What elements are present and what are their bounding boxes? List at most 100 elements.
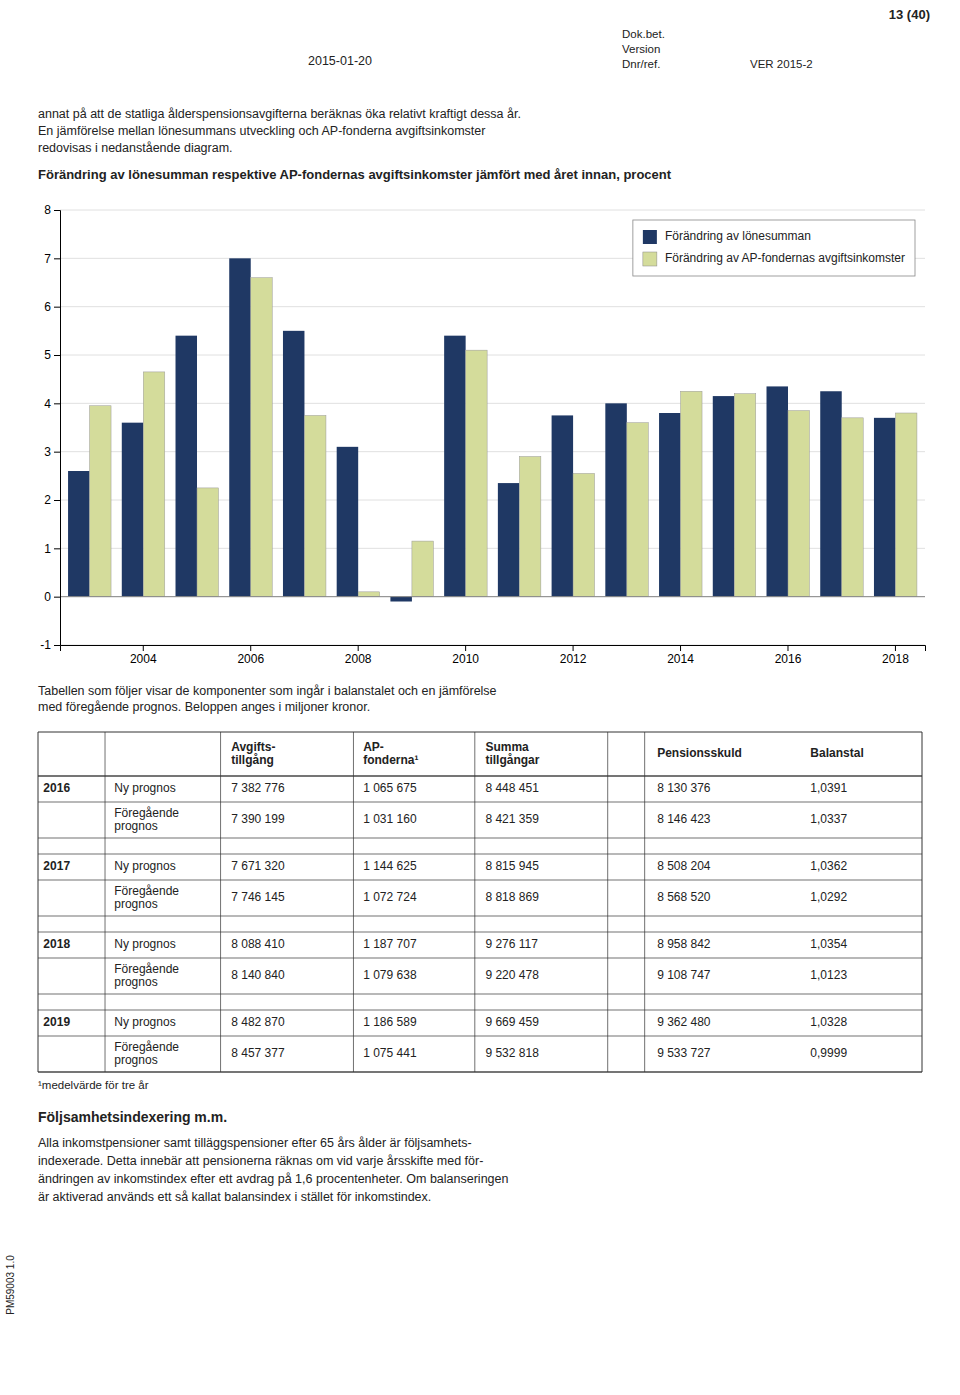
- table-rule: [474, 732, 475, 1072]
- table-cell: 9 220 478: [485, 968, 539, 982]
- table: Avgifts-tillgångAP-fonderna¹Summatillgån…: [38, 732, 922, 1072]
- table-row-label: Föregåendeprognos: [114, 884, 179, 911]
- tick: -1: [40, 638, 60, 652]
- table-rule: [38, 1010, 922, 1011]
- legend: Förändring av lönesumman Förändring av AP…: [633, 220, 915, 276]
- tick-mark: [143, 645, 144, 651]
- table-cell: 9 276 117: [485, 937, 538, 951]
- tick-mark: [54, 403, 60, 404]
- table-rule: [38, 802, 922, 803]
- tick: 5: [44, 348, 60, 362]
- tick-label: 2012: [560, 652, 587, 666]
- section-text: är aktiverad används ett så kallat balan…: [38, 1190, 431, 1204]
- tick-mark: [54, 597, 60, 598]
- tick-mark: [54, 210, 60, 211]
- table-cell: 8 958 842: [657, 937, 711, 951]
- table-row-label: Ny prognos: [114, 1015, 175, 1029]
- table-cell: 8 146 423: [657, 812, 711, 826]
- tick-label: 4: [44, 397, 51, 411]
- bar: [895, 413, 916, 597]
- table-rule: [38, 1072, 922, 1073]
- table-rule: [607, 732, 608, 1072]
- tick: 3: [44, 445, 60, 459]
- tick-mark: [787, 645, 788, 651]
- tick-mark: [54, 500, 60, 501]
- legend-swatch: [643, 252, 657, 266]
- table-row-label: Ny prognos: [114, 937, 175, 951]
- table-cell: 1 072 724: [363, 890, 417, 904]
- table-rule: [38, 732, 922, 733]
- grid-line: [60, 210, 925, 211]
- table-rule: [220, 732, 221, 1072]
- tick-label: 2: [44, 493, 51, 507]
- tick-mark: [54, 548, 60, 549]
- table-header: Avgifts-tillgång: [231, 740, 275, 767]
- axis-line: [61, 646, 926, 652]
- table-cell: 1 144 625: [363, 859, 417, 873]
- table-header: Pensionsskuld: [657, 746, 742, 760]
- sidebar-text: PM59003 1.0: [5, 1255, 16, 1315]
- tick-label: 1: [44, 542, 51, 556]
- table-cell: 1,0292: [810, 890, 847, 904]
- table-cell: 1,0123: [810, 968, 847, 982]
- y-axis: -1012345678: [40, 203, 60, 652]
- table-rule: [38, 880, 922, 881]
- table-cell: 8 457 377: [231, 1046, 285, 1060]
- tick-mark: [895, 645, 896, 651]
- grid-line: [60, 596, 925, 597]
- header-label: Version: [622, 43, 660, 55]
- bar: [143, 372, 164, 597]
- table-rule: [38, 1072, 922, 1073]
- tick-label: 2010: [452, 652, 479, 666]
- table-cell: 7 746 145: [231, 890, 285, 904]
- bar: [68, 471, 89, 597]
- tick-label: -1: [40, 638, 51, 652]
- tick: 2012: [560, 645, 587, 666]
- page: 2015-01-2013 (40)Dok.bet.VersionDnr/ref.…: [0, 0, 960, 1395]
- tick-label: 2014: [667, 652, 694, 666]
- axis-line: [54, 211, 61, 646]
- table-cell: 8 482 870: [231, 1015, 285, 1029]
- tick-mark: [358, 645, 359, 651]
- table-header: AP-fonderna¹: [363, 740, 418, 767]
- table-cell: 8 568 520: [657, 890, 711, 904]
- table-cell: 8 508 204: [657, 859, 711, 873]
- chart: -101234567820042006200820102012201420162…: [40, 203, 925, 665]
- tick-mark: [54, 355, 60, 356]
- bar: [842, 418, 863, 597]
- bar: [337, 447, 358, 597]
- table-cell: 0,9999: [810, 1046, 847, 1060]
- tick-mark: [54, 258, 60, 259]
- tick: 7: [44, 252, 60, 266]
- bar: [90, 406, 111, 597]
- footnote: ¹medelvärde för tre år: [38, 1079, 149, 1091]
- intro-text: redovisas i nedanstående diagram.: [38, 141, 233, 155]
- table-cell: 8 815 945: [485, 859, 539, 873]
- section-text: ändringen av inkomstindex efter ett avdr…: [38, 1172, 508, 1186]
- table-cell: 8 448 451: [485, 781, 539, 795]
- legend-box: [633, 220, 915, 276]
- table-cell: 8 421 359: [485, 812, 539, 826]
- legend-label: Förändring av AP-fondernas avgiftsinkoms…: [665, 251, 905, 265]
- tick-label: 7: [44, 252, 51, 266]
- bar: [122, 423, 143, 597]
- legend-item: Förändring av lönesumman: [643, 229, 811, 244]
- tick: 6: [44, 300, 60, 314]
- table-cell: 9 669 459: [485, 1015, 539, 1029]
- table-cell: 8 088 410: [231, 937, 285, 951]
- caption-text: Tabellen som följer visar de komponenter…: [38, 684, 497, 698]
- table-cell: 8 140 840: [231, 968, 285, 982]
- table-rule: [38, 838, 922, 839]
- tick-mark: [573, 645, 574, 651]
- bar: [552, 415, 573, 596]
- table-cell: 1,0391: [810, 781, 847, 795]
- table-rule: [38, 776, 922, 777]
- section-text: Alla inkomstpensioner samt tilläggspensi…: [38, 1136, 472, 1150]
- table-rule: [38, 732, 39, 1072]
- bar: [627, 423, 648, 597]
- table-year: 2016: [43, 781, 70, 795]
- table-row-label: Ny prognos: [114, 859, 175, 873]
- table-cell: 1 187 707: [363, 937, 417, 951]
- chart-title: Förändring av lönesumman respektive AP-f…: [38, 167, 672, 182]
- tick: 8: [44, 203, 60, 217]
